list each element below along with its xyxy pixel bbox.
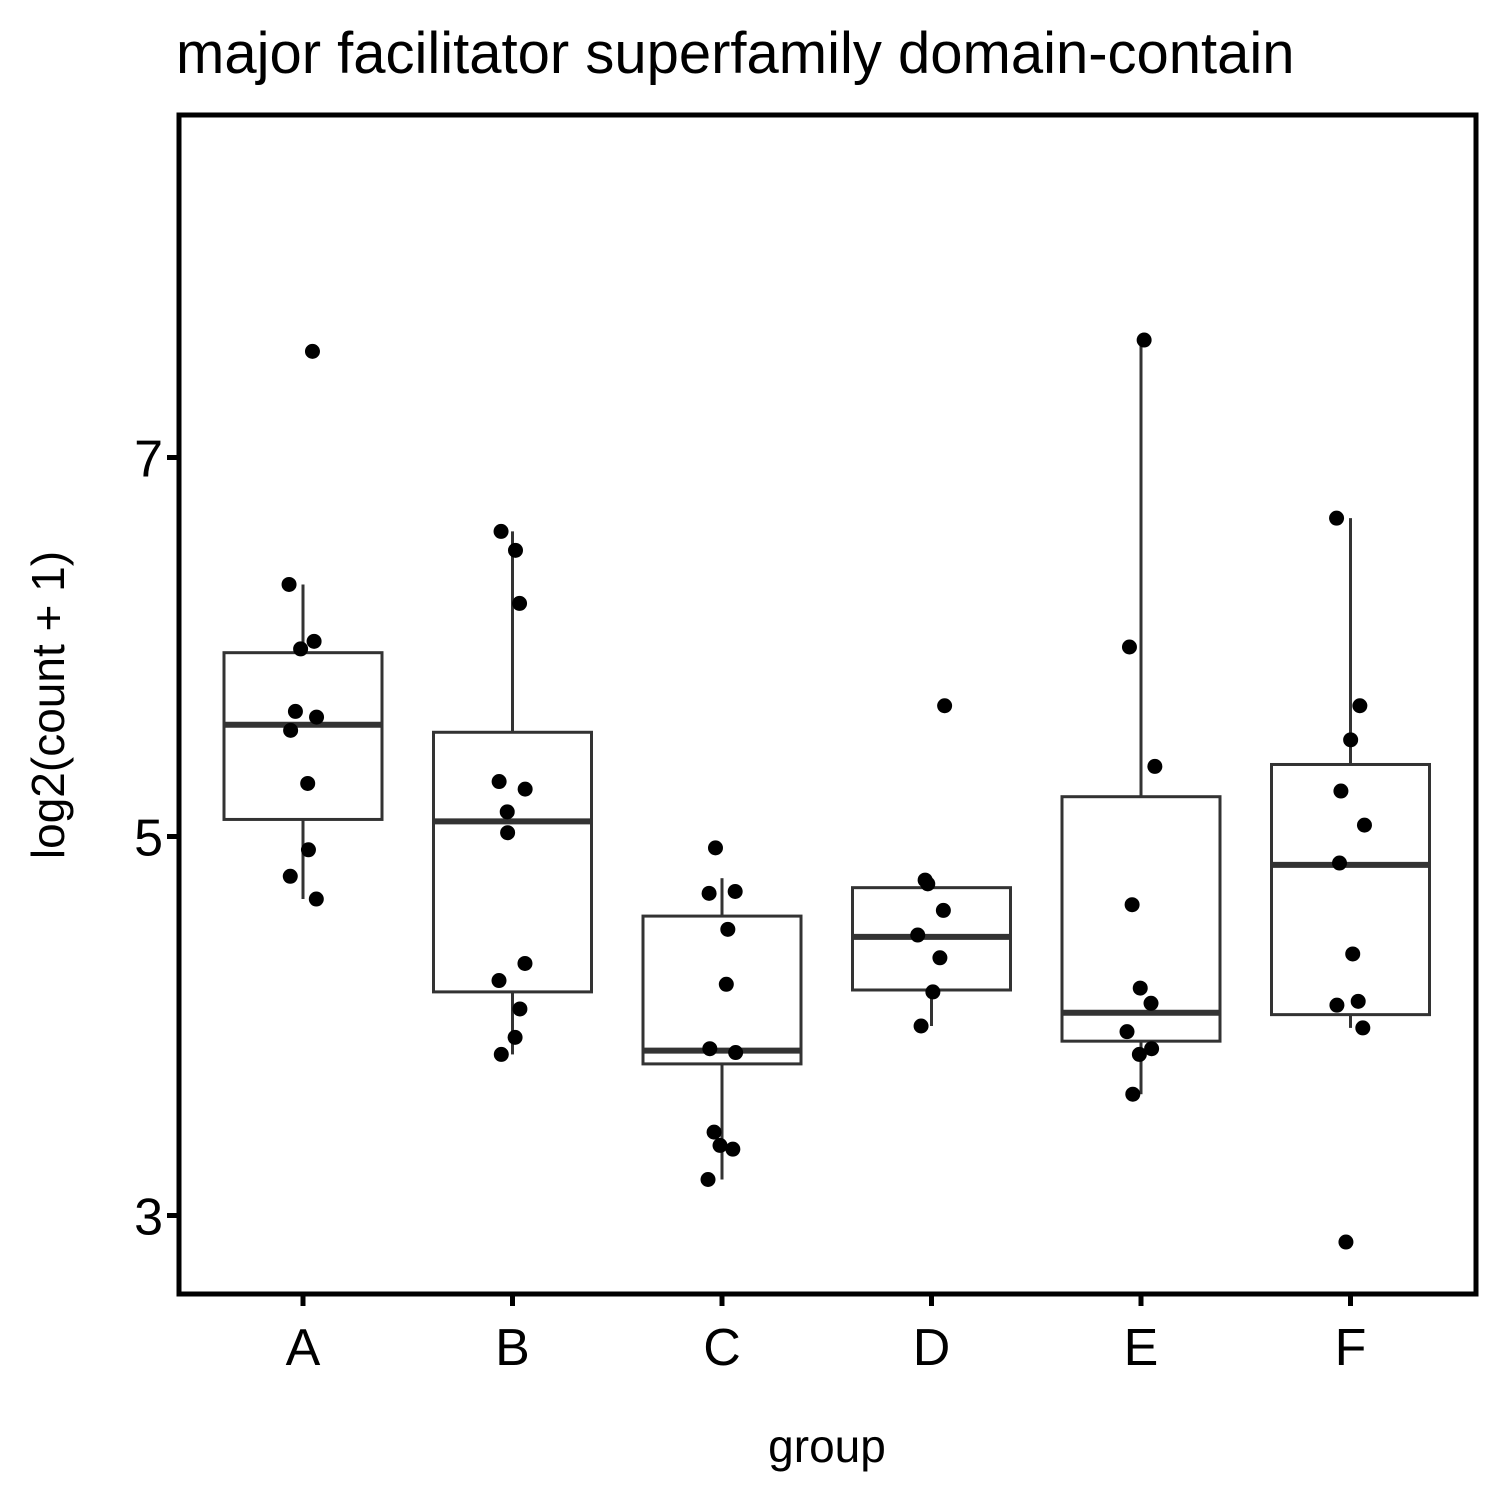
data-point-a [300,775,316,791]
data-point-f [1356,817,1372,833]
y-tick-label: 7 [134,431,163,489]
data-point-c [725,1141,741,1157]
x-tick-label: C [703,1319,741,1377]
data-point-e [1121,639,1137,655]
data-point-c [712,1137,728,1153]
data-point-d [920,876,936,892]
x-tick-label: D [913,1319,951,1377]
boxes-layer [222,340,1431,1180]
data-point-b [512,1001,528,1017]
y-axis-title: log2(count + 1) [22,551,74,859]
data-point-b [517,781,533,797]
data-point-e [1143,995,1159,1011]
data-point-d [925,984,941,1000]
data-point-f [1345,946,1361,962]
data-point-f [1333,783,1349,799]
data-point-b [491,973,507,989]
data-point-a [304,343,320,359]
y-tick-label: 5 [134,810,163,868]
box-f [1270,518,1431,1028]
data-point-d [910,927,926,943]
data-point-f [1350,993,1366,1009]
data-point-f [1338,1234,1354,1250]
data-point-d [935,902,951,918]
box-iqr-f [1270,762,1431,1017]
points-layer [281,332,1372,1250]
x-tick-label: F [1335,1319,1367,1377]
x-axis: A B C D E F [286,1294,1367,1377]
data-point-a [308,891,324,907]
data-point-e [1136,332,1152,348]
box-a [222,584,384,900]
box-d [851,886,1012,1026]
data-point-a [287,703,303,719]
data-point-a [306,633,322,649]
x-axis-title: group [768,1420,886,1472]
data-point-b [517,955,533,971]
data-point-f [1355,1020,1371,1036]
data-point-c [718,976,734,992]
data-point-e [1125,1086,1141,1102]
data-point-c [700,1171,716,1187]
data-point-b [500,825,516,841]
data-point-f [1329,997,1345,1013]
data-point-f [1329,510,1345,526]
data-point-e [1131,1046,1147,1062]
chart-title: major facilitator superfamily domain-con… [176,21,1295,86]
data-point-e [1124,897,1140,913]
data-point-b [491,774,507,790]
data-point-a [283,722,299,738]
y-tick-label: 3 [134,1189,163,1247]
x-tick-label: A [286,1319,321,1377]
data-point-c [706,1124,722,1140]
data-point-a [309,709,325,725]
x-tick-label: B [495,1319,530,1377]
data-point-d [937,698,953,714]
data-point-e [1147,758,1163,774]
data-point-b [493,523,509,539]
data-point-f [1332,855,1348,871]
data-point-b [512,595,528,611]
data-point-b [507,542,523,558]
y-axis: 3 5 7 [134,431,179,1247]
box-iqr-e [1060,795,1222,1043]
box-e [1060,340,1222,1095]
data-point-f [1352,698,1368,714]
data-point-c [701,885,717,901]
data-point-d [913,1018,929,1034]
data-point-e [1119,1024,1135,1040]
box-b [432,531,593,1055]
x-tick-label: E [1124,1319,1159,1377]
data-point-c [707,840,723,856]
data-point-a [281,576,297,592]
data-point-f [1343,732,1359,748]
data-point-c [720,921,736,937]
box-c [641,878,803,1180]
panel-border [176,112,1479,1297]
data-point-b [507,1029,523,1045]
data-point-c [727,883,743,899]
data-point-e [1132,980,1148,996]
box-iqr-b [432,730,593,994]
data-point-b [499,804,515,820]
box-iqr-a [222,651,384,821]
data-point-e [1144,1041,1160,1057]
data-point-a [300,842,316,858]
data-point-d [932,950,948,966]
data-point-a [282,868,298,884]
data-point-a [293,641,309,657]
data-point-b [493,1046,509,1062]
data-point-c [702,1041,718,1057]
data-point-c [728,1045,744,1061]
